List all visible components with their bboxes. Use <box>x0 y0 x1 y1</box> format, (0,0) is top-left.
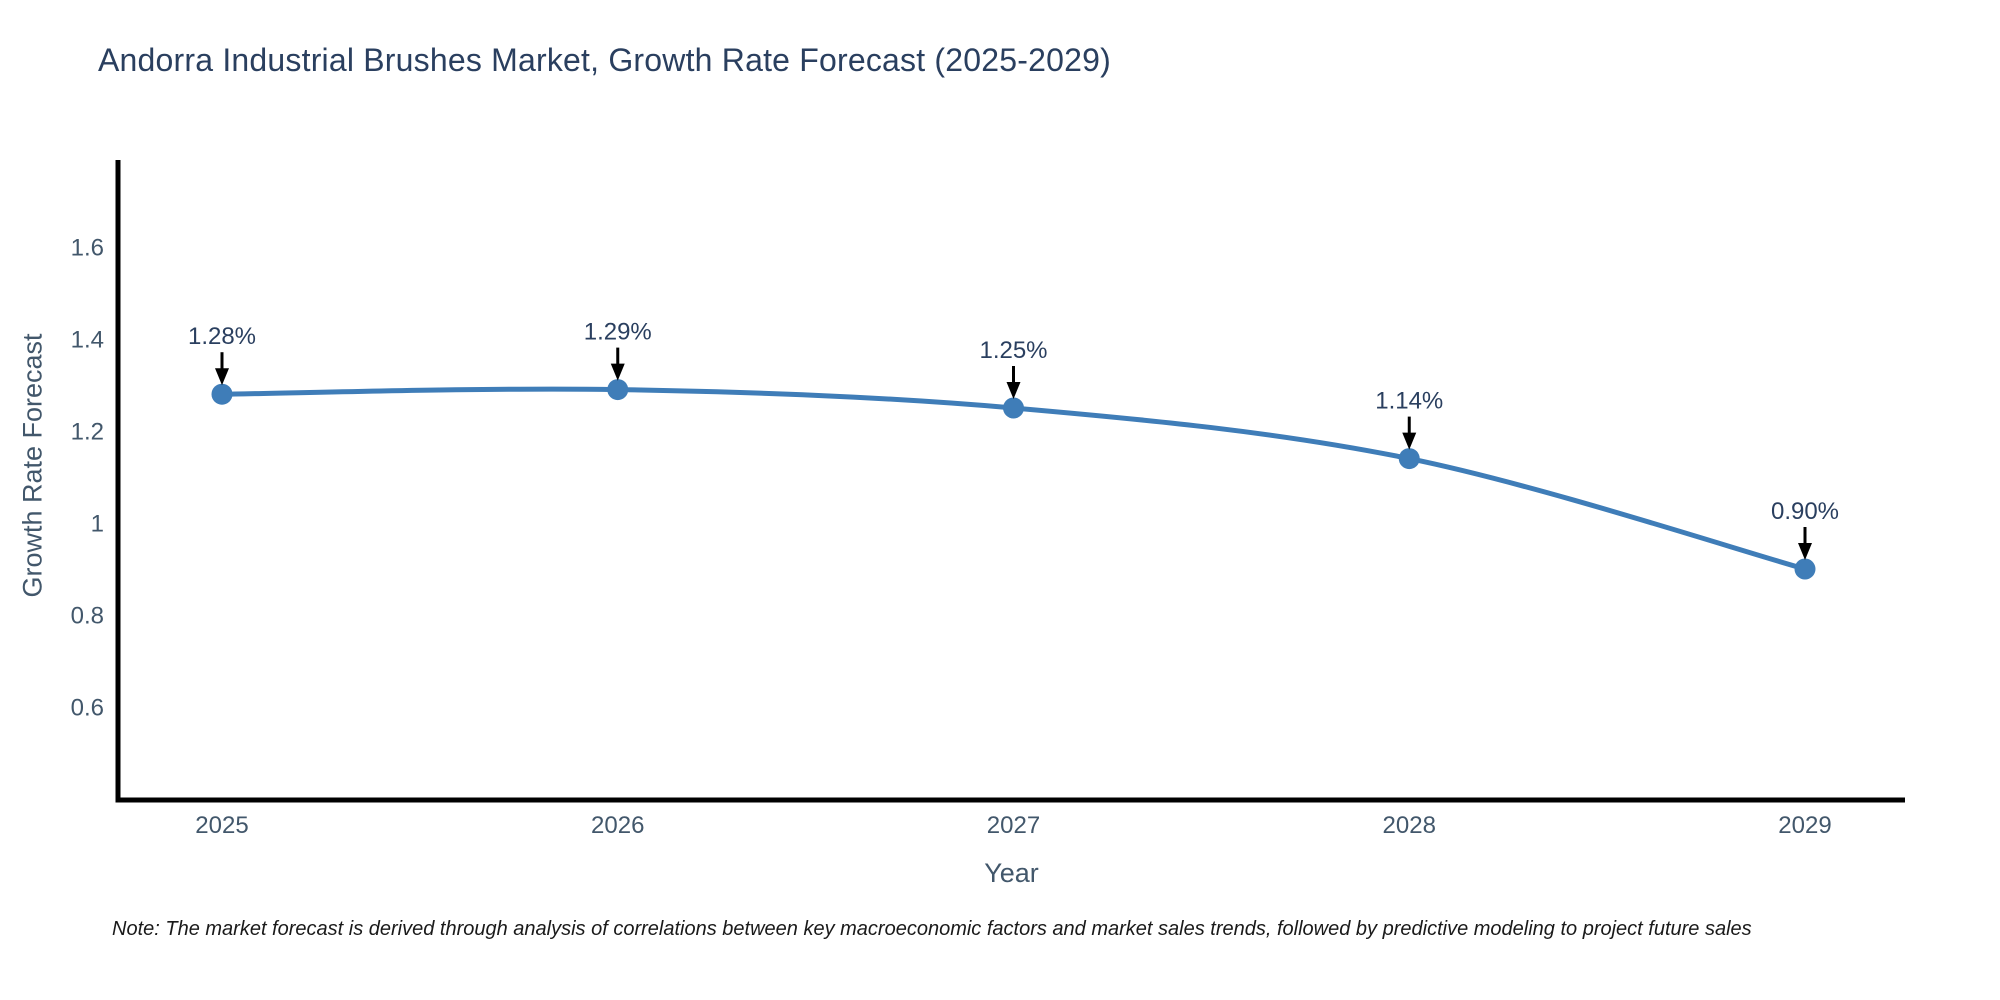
data-point-2025[interactable] <box>211 383 233 405</box>
y-axis-ticks: 1.6 1.4 1.2 1 0.8 0.6 <box>71 235 104 722</box>
point-value-label: 1.28% <box>188 323 256 350</box>
point-value-label: 0.90% <box>1771 498 1839 525</box>
x-tick-label: 2027 <box>987 812 1040 839</box>
x-axis-title: Year <box>984 858 1039 888</box>
annotation-arrow-head <box>1798 543 1812 560</box>
x-tick-label: 2029 <box>1778 812 1831 839</box>
x-tick-label: 2028 <box>1383 812 1436 839</box>
y-tick-label: 0.6 <box>71 695 104 722</box>
point-value-label: 1.14% <box>1375 388 1443 415</box>
forecast-line-series <box>211 379 1816 580</box>
data-point-2027[interactable] <box>1003 397 1024 419</box>
y-tick-label: 1.4 <box>71 327 104 354</box>
data-point-2026[interactable] <box>607 379 629 401</box>
axes-spines <box>115 160 1905 803</box>
y-axis-title: Growth Rate Forecast <box>17 333 48 598</box>
y-tick-label: 1 <box>91 511 104 538</box>
y-tick-label: 1.6 <box>71 235 104 262</box>
x-axis-ticks: 2025 2026 2027 2028 2029 <box>195 812 1831 839</box>
annotation-arrow-head <box>215 368 229 386</box>
annotation-arrow-head <box>610 363 625 381</box>
annotation-arrow-head <box>1402 432 1417 450</box>
chart-title: Andorra Industrial Brushes Market, Growt… <box>98 42 1111 78</box>
y-tick-label: 1.2 <box>71 419 104 446</box>
y-tick-label: 0.8 <box>71 603 104 630</box>
data-point-2029[interactable] <box>1794 558 1816 580</box>
annotation-arrow-head <box>1006 382 1021 399</box>
point-annotations: 1.28% 1.29% 1.25% 1.14% 0.90% <box>188 319 1839 560</box>
footnote: Note: The market forecast is derived thr… <box>112 918 1752 940</box>
point-value-label: 1.25% <box>979 337 1047 364</box>
x-tick-label: 2025 <box>195 812 248 839</box>
data-point-2028[interactable] <box>1398 448 1420 470</box>
point-value-label: 1.29% <box>584 319 652 346</box>
x-tick-label: 2026 <box>591 812 644 839</box>
